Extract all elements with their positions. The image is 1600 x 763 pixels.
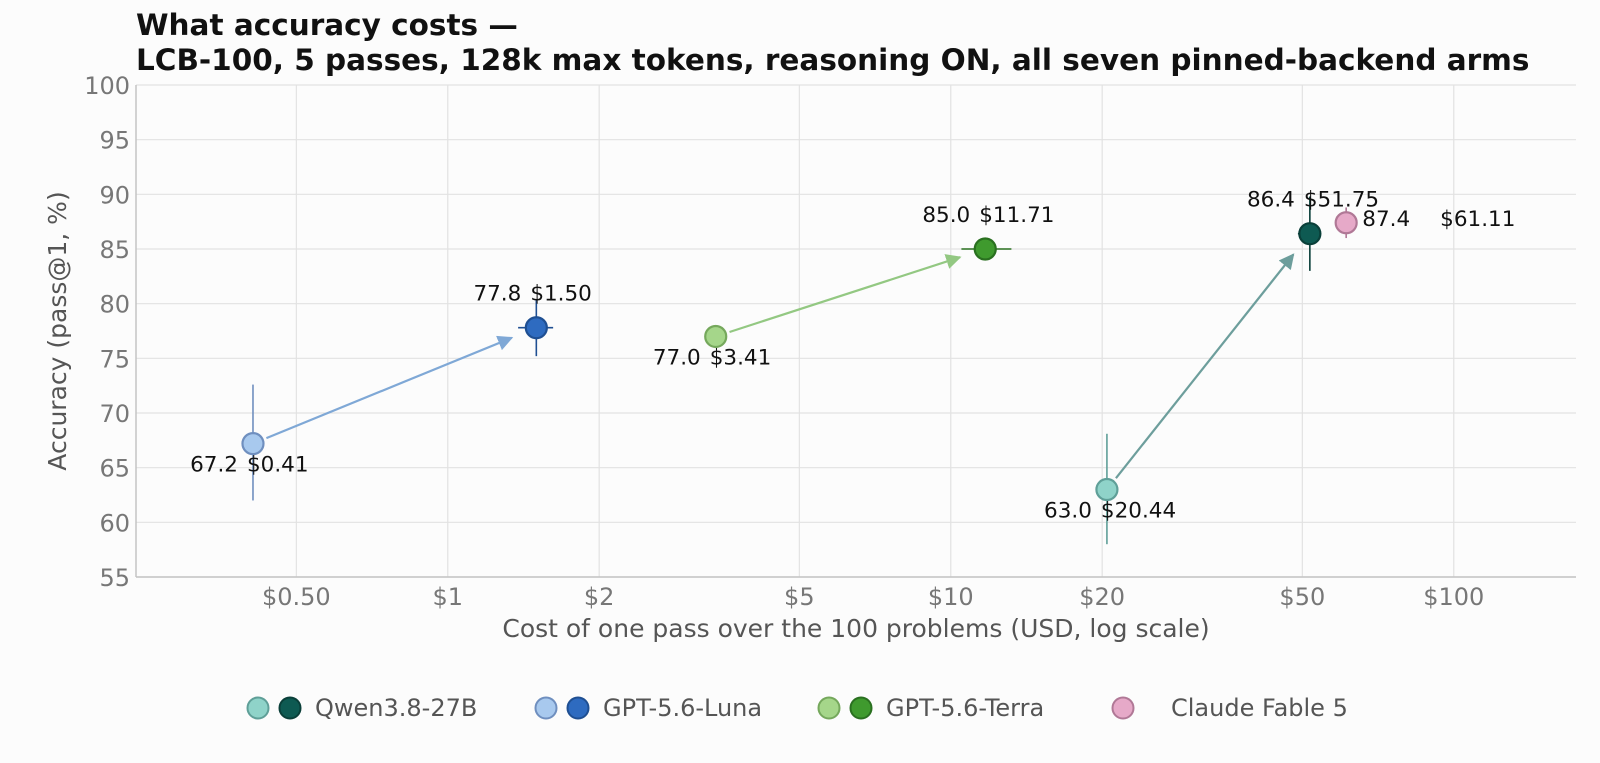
legend: Qwen3.8-27B GPT-5.6-Luna GPT-5.6-Terra Clau… xyxy=(246,694,1348,722)
cost-label-qwen-dark: $51.75 xyxy=(1304,188,1379,213)
chart-title-line-2: LCB-100, 5 passes, 128k max tokens, reas… xyxy=(136,43,1530,77)
y-tick-label: 75 xyxy=(99,345,130,373)
data-point-terra-dark xyxy=(973,237,997,261)
cost-label-qwen-light: $20.44 xyxy=(1101,499,1176,524)
cost-label-fable: $61.11 xyxy=(1440,207,1515,232)
accuracy-label-qwen-dark: 86.4 xyxy=(1247,188,1295,213)
chart-title: What accuracy costs — LCB-100, 5 passes,… xyxy=(136,8,1576,78)
point-group-terra-light xyxy=(704,324,728,349)
arrow-terra-light-to-terra-dark xyxy=(729,254,962,334)
grid xyxy=(136,84,1576,578)
accuracy-label-luna-dark: 77.8 xyxy=(473,282,521,307)
y-tick-label: 70 xyxy=(99,400,130,428)
cost-label-terra-dark: $11.71 xyxy=(979,203,1054,228)
x-tick-label: $10 xyxy=(928,583,974,611)
data-point-fable xyxy=(1334,211,1358,235)
legend-item: GPT-5.6-Terra xyxy=(817,694,1044,722)
legend-label: GPT-5.6-Luna xyxy=(603,694,762,722)
legend-label: Qwen3.8-27B xyxy=(315,694,477,722)
accuracy-label-terra-dark: 85.0 xyxy=(922,203,970,228)
x-axis-title: Cost of one pass over the 100 problems (… xyxy=(502,614,1209,643)
arrows xyxy=(265,253,1295,479)
x-tick-label: $100 xyxy=(1423,583,1484,611)
cost-label-luna-dark: $1.50 xyxy=(530,282,592,307)
legend-swatch-luna-light xyxy=(534,696,558,720)
arrow-luna-light-to-luna-dark xyxy=(265,335,514,440)
data-point-luna-light xyxy=(241,432,265,456)
point-group-qwen-dark xyxy=(1297,196,1322,271)
x-tick-label: $20 xyxy=(1079,583,1125,611)
accuracy-label-luna-light: 67.2 xyxy=(190,453,238,478)
x-tick-label: $5 xyxy=(784,583,815,611)
data-point-luna-dark xyxy=(524,316,548,340)
point-group-luna-light xyxy=(241,384,265,501)
x-tick-label: $1 xyxy=(432,583,463,611)
legend-swatch-qwen-light xyxy=(246,696,270,720)
accuracy-label-terra-light: 77.0 xyxy=(653,345,701,370)
data-point-qwen-light xyxy=(1095,477,1119,502)
x-tick-label: $50 xyxy=(1279,583,1325,611)
data-labels: 63.0 $20.44 86.4 $51.75 67.2 $0.41 77.8 $1.50 77… xyxy=(190,188,1515,524)
arrow-qwen-light-to-qwen-dark xyxy=(1115,253,1295,479)
y-tick-label: 90 xyxy=(99,181,130,209)
y-axis-title: Accuracy (pass@1, %) xyxy=(43,191,72,470)
x-tick-label: $0.50 xyxy=(262,583,331,611)
legend-swatch-luna-dark xyxy=(566,696,590,720)
legend-item: Qwen3.8-27B xyxy=(246,694,477,722)
point-group-luna-dark xyxy=(518,299,554,357)
data-point-qwen-dark xyxy=(1298,222,1322,246)
legend-swatch-terra-dark xyxy=(849,696,873,720)
legend-swatch-qwen-dark xyxy=(278,696,302,720)
accuracy-label-fable: 87.4 xyxy=(1362,207,1410,232)
point-group-fable xyxy=(1334,207,1358,239)
y-tick-label: 60 xyxy=(99,509,130,537)
legend-item: GPT-5.6-Luna xyxy=(534,694,762,722)
point-group-terra-dark xyxy=(961,237,1012,261)
data-point-terra-light xyxy=(704,324,728,349)
legend-swatch-terra-light xyxy=(817,696,841,720)
data-points xyxy=(241,196,1358,545)
point-group-qwen-light xyxy=(1095,433,1119,545)
y-tick-label: 85 xyxy=(99,236,130,264)
axes: 55 60 65 70 75 80 85 90 95 100 $0.50 $1 $2 $5 $10 $20 $5… xyxy=(43,72,1576,643)
legend-label: GPT-5.6-Terra xyxy=(886,694,1044,722)
y-tick-label: 80 xyxy=(99,291,130,319)
legend-swatch-fable xyxy=(1111,696,1135,720)
chart-title-line-1: What accuracy costs — xyxy=(136,8,518,42)
legend-label: Claude Fable 5 xyxy=(1171,694,1348,722)
y-tick-label: 95 xyxy=(99,127,130,155)
x-tick-label: $2 xyxy=(584,583,615,611)
y-tick-label: 55 xyxy=(99,564,130,592)
legend-item: Claude Fable 5 xyxy=(1111,694,1348,722)
y-tick-label: 65 xyxy=(99,455,130,483)
cost-label-terra-light: $3.41 xyxy=(710,345,772,370)
cost-label-luna-light: $0.41 xyxy=(247,453,309,478)
accuracy-label-qwen-light: 63.0 xyxy=(1044,499,1092,524)
y-tick-label: 100 xyxy=(84,72,130,100)
